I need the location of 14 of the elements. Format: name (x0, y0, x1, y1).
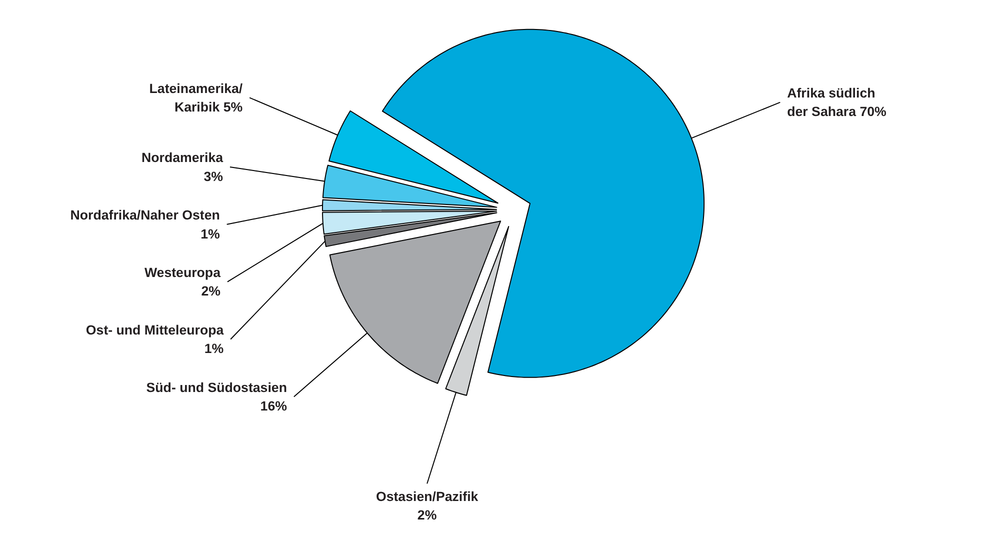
slice-label: Nordafrika/Naher Osten (70, 208, 220, 223)
data-label: 2% (201, 284, 221, 299)
data-label: 1% (200, 226, 220, 242)
slice-label: Westeuropa (144, 264, 222, 280)
data-label: 16% (260, 398, 288, 414)
slice-label: Lateinamerika/ Karibik 5% (149, 80, 243, 115)
data-label: 2% (417, 508, 437, 523)
slice-label: Nordamerika (142, 150, 224, 166)
slice-label: Süd- und Südostasien (146, 380, 287, 395)
slice-label: Afrika südlich der Sahara 70% (787, 85, 887, 120)
data-label: 1% (204, 341, 224, 356)
data-label: 3% (204, 168, 224, 184)
slice-label: Ost- und Mitteleuropa (86, 322, 224, 338)
slice-label: Ostasien/Pazifik (376, 488, 479, 504)
